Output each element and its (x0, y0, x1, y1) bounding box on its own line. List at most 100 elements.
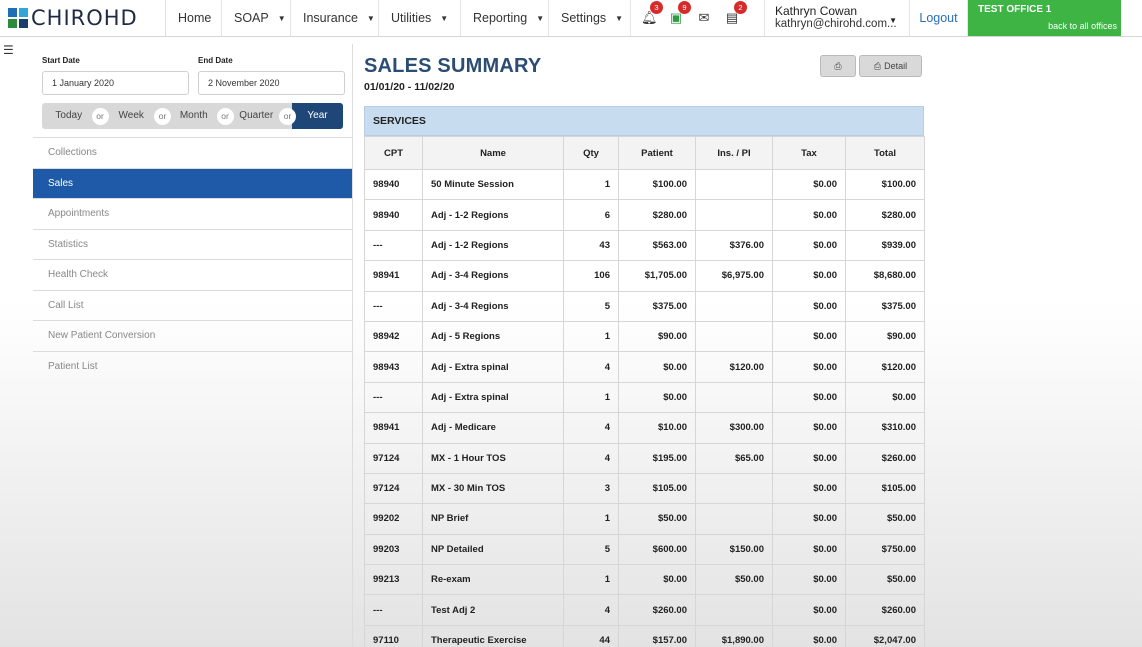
column-header-qty[interactable]: Qty (563, 136, 619, 170)
logout-link[interactable]: Logout (910, 0, 968, 36)
range-today-button[interactable]: Today (55, 110, 83, 121)
table-row[interactable]: 98940 Adj - 1-2 Regions 6 $280.00 $0.00 $280.… (364, 199, 925, 231)
cell-qty: 1 (563, 564, 619, 596)
detail-button[interactable]: ⎙ Detail (859, 55, 922, 77)
cell-cpt: 99213 (364, 564, 423, 596)
cell-ins-pi (695, 594, 773, 626)
hamburger-menu-icon[interactable]: ☰ (3, 43, 14, 57)
table-row[interactable]: 99203 NP Detailed 5 $600.00 $150.00 $0.00 $750… (364, 533, 925, 566)
nav-utilities[interactable]: Utilities ▼ (379, 0, 461, 36)
cell-qty: 5 (563, 290, 619, 322)
table-row[interactable]: 99202 NP Brief 1 $50.00 $0.00 $50.00 (364, 503, 925, 535)
back-to-offices-link[interactable]: back to all offices (1048, 21, 1117, 31)
cell-cpt: --- (364, 290, 423, 322)
services-table: CPT Name Qty Patient Ins. / PI Tax Total… (364, 136, 925, 647)
nav-settings-label: Settings (561, 11, 607, 25)
range-month-button[interactable]: Month (179, 110, 208, 121)
table-row[interactable]: 98943 Adj - Extra spinal 4 $0.00 $120.00 $0.0… (364, 351, 925, 383)
cell-cpt: 97124 (364, 472, 423, 505)
cell-qty: 44 (563, 624, 619, 647)
cell-total: $375.00 (845, 290, 925, 322)
user-name: Kathryn Cowan (775, 4, 858, 18)
table-row[interactable]: 98941 Adj - 3-4 Regions 106 $1,705.00 $6,975… (364, 260, 925, 292)
caret-down-icon: ▼ (615, 13, 624, 23)
start-date-label: Start Date (42, 56, 80, 65)
notification-badge: 2 (734, 1, 747, 14)
nav-settings[interactable]: Settings ▼ (549, 0, 631, 36)
table-row[interactable]: --- Adj - Extra spinal 1 $0.00 $0.00 $0.00 (364, 381, 925, 414)
column-header-total[interactable]: Total (845, 136, 925, 170)
range-quarter-button[interactable]: Quarter (239, 110, 274, 121)
cell-total: $50.00 (845, 503, 925, 535)
cell-patient: $280.00 (618, 199, 696, 231)
caret-down-icon: ▼ (536, 13, 545, 23)
menu-item-patient-list[interactable]: Patient List (48, 360, 98, 372)
office-name: TEST OFFICE 1 (978, 4, 1052, 15)
table-row[interactable]: 98940 50 Minute Session 1 $100.00 $0.00 $100.… (364, 168, 925, 201)
nav-soap[interactable]: SOAP ▼ (222, 0, 291, 36)
menu-item-statistics[interactable]: Statistics (33, 230, 352, 260)
or-separator: or (91, 107, 109, 125)
cell-name: Adj - 1-2 Regions (422, 229, 564, 262)
caret-down-icon: ▼ (277, 13, 286, 23)
column-header-cpt[interactable]: CPT (364, 136, 423, 170)
menu-item-new-patient-conversion[interactable]: New Patient Conversion (33, 321, 352, 352)
user-menu[interactable]: Kathryn Cowan kathryn@chirohd.com... ▼ (765, 0, 910, 36)
cell-total: $260.00 (845, 594, 925, 626)
caret-down-icon: ▼ (889, 16, 897, 25)
nav-home[interactable]: Home (166, 0, 222, 36)
table-row[interactable]: 97110 Therapeutic Exercise 44 $157.00 $1,890… (364, 624, 925, 647)
column-header-tax[interactable]: Tax (772, 136, 846, 170)
bell-icon[interactable]: 🔔︎ 3 (641, 1, 663, 26)
menu-item-health-check[interactable]: Health Check (33, 260, 352, 291)
caret-down-icon: ▼ (366, 13, 375, 23)
menu-item-call-list[interactable]: Call List (33, 291, 352, 321)
cell-tax: $0.00 (772, 290, 846, 322)
nav-reporting[interactable]: Reporting ▼ (461, 0, 549, 36)
table-row[interactable]: 98942 Adj - 5 Regions 1 $90.00 $0.00 $90.00 (364, 320, 925, 353)
cell-patient: $0.00 (618, 564, 696, 596)
cell-name: Re-exam (422, 564, 564, 596)
caret-down-icon: ▼ (440, 13, 449, 23)
office-switcher[interactable]: TEST OFFICE 1 back to all offices (968, 0, 1121, 36)
column-header-patient[interactable]: Patient (618, 136, 696, 170)
table-row[interactable]: 97124 MX - 1 Hour TOS 4 $195.00 $65.00 $0.00 $… (364, 442, 925, 474)
start-date-input[interactable] (42, 71, 189, 95)
cell-total: $50.00 (845, 564, 925, 596)
column-header-name[interactable]: Name (422, 136, 564, 170)
table-row[interactable]: 98941 Adj - Medicare 4 $10.00 $300.00 $0.00 $3… (364, 412, 925, 444)
range-week-button[interactable]: Week (118, 110, 144, 121)
nav-insurance[interactable]: Insurance ▼ (291, 0, 379, 36)
table-row[interactable]: --- Test Adj 2 4 $260.00 $0.00 $260.00 (364, 594, 925, 626)
cell-patient: $375.00 (618, 290, 696, 322)
table-row[interactable]: --- Adj - 3-4 Regions 5 $375.00 $0.00 $375.00 (364, 290, 925, 322)
cell-qty: 4 (563, 442, 619, 474)
cell-patient: $260.00 (618, 594, 696, 626)
chat-icon[interactable]: ▣ 9 (669, 1, 691, 26)
cell-patient: $0.00 (618, 381, 696, 414)
cell-tax: $0.00 (772, 229, 846, 262)
cell-ins-pi (695, 381, 773, 414)
menu-item-collections[interactable]: Collections (33, 138, 352, 169)
clipboard-icon[interactable]: ▤ 2 (725, 1, 747, 26)
cell-name: 50 Minute Session (422, 168, 564, 201)
chirohd-logo[interactable]: CHIROHD (0, 0, 166, 36)
nav-home-label: Home (178, 11, 212, 25)
print-button[interactable]: ⎙ (820, 55, 856, 77)
cell-cpt: 98942 (364, 320, 423, 353)
table-row[interactable]: 99213 Re-exam 1 $0.00 $50.00 $0.00 $50.00 (364, 564, 925, 596)
table-row[interactable]: 97124 MX - 30 Min TOS 3 $105.00 $0.00 $105.00 (364, 472, 925, 505)
menu-item-appointments[interactable]: Appointments (33, 199, 352, 230)
cell-tax: $0.00 (772, 594, 846, 626)
cell-ins-pi (695, 199, 773, 231)
cell-name: Test Adj 2 (422, 594, 564, 626)
range-year-button[interactable]: Year (292, 103, 343, 129)
cell-name: Therapeutic Exercise (422, 624, 564, 647)
column-header-ins-pi[interactable]: Ins. / PI (695, 136, 773, 170)
table-row[interactable]: --- Adj - 1-2 Regions 43 $563.00 $376.00 $0.0… (364, 229, 925, 262)
mail-icon[interactable]: ✉ (698, 10, 710, 25)
end-date-input[interactable] (198, 71, 345, 95)
cell-qty: 1 (563, 168, 619, 201)
menu-item-sales[interactable]: Sales (33, 168, 352, 199)
cell-ins-pi (695, 320, 773, 353)
